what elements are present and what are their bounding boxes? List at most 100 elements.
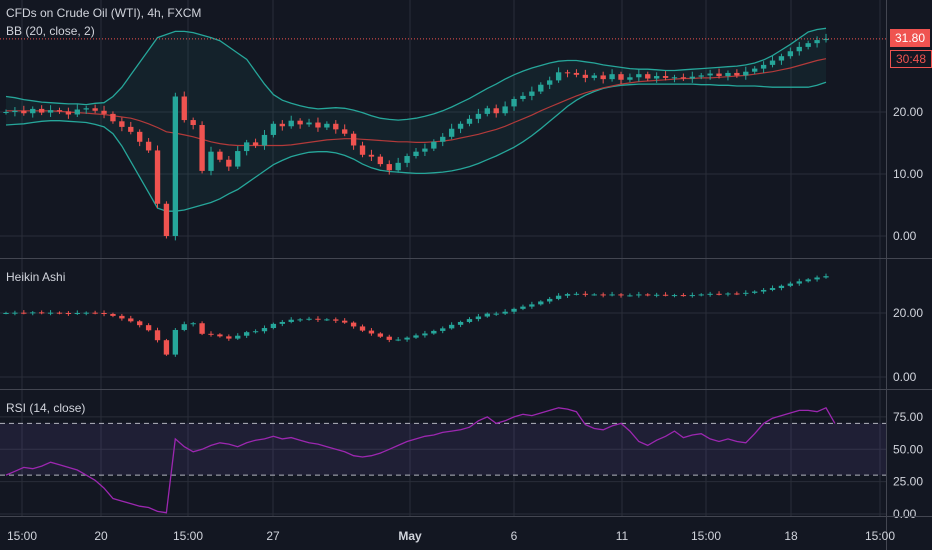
ha-candle [538, 301, 544, 305]
main-candle [172, 96, 179, 236]
ha-candle [457, 321, 464, 325]
bb-basis-line [6, 58, 827, 147]
ha-candle [208, 333, 214, 335]
ha-candle [270, 323, 277, 329]
main-candle [190, 120, 196, 126]
main-candle [698, 75, 704, 77]
ha-candle [529, 304, 535, 307]
main-candle [769, 60, 776, 65]
main-candle [3, 112, 9, 113]
main-candle [484, 108, 490, 114]
main-candle [814, 40, 820, 44]
main-candle [627, 77, 633, 80]
main-candle [662, 76, 669, 78]
main-candle [760, 64, 767, 69]
ha-candle [734, 293, 740, 295]
x-tick-label: 27 [266, 529, 280, 543]
ha-candle [475, 316, 482, 320]
ha-candle [83, 312, 89, 314]
main-candle [47, 110, 54, 113]
x-tick-label: May [398, 529, 422, 543]
main-candle [74, 109, 80, 115]
x-tick-label: 18 [784, 529, 798, 543]
rsi-label[interactable]: RSI (14, close) [6, 401, 86, 415]
ha-candle [101, 313, 107, 314]
ha-y-tick: 0.00 [893, 370, 917, 384]
main-candle [252, 142, 259, 146]
ha-candle [137, 321, 143, 326]
main-candle [119, 121, 125, 127]
ha-candle [30, 312, 36, 314]
main-candle [823, 38, 829, 41]
bb-indicator-label[interactable]: BB (20, close, 2) [6, 24, 95, 38]
ha-candle [484, 313, 490, 317]
bb-upper-line [5, 27, 827, 121]
rsi-y-tick: 75.00 [893, 410, 923, 424]
main-candle [618, 74, 624, 80]
ha-candle [38, 312, 45, 314]
main-candle [582, 74, 589, 78]
ha-candle [243, 332, 250, 336]
main-candle [12, 110, 18, 112]
ha-candle [190, 323, 196, 325]
main-candle [163, 203, 170, 236]
main-candle [306, 122, 312, 125]
ha-candle [217, 334, 223, 337]
ha-candle [448, 324, 455, 329]
x-tick-label: 15:00 [691, 529, 721, 543]
main-candle [636, 74, 642, 78]
main-candle [137, 131, 143, 142]
main-candle [743, 71, 749, 76]
main-candle [270, 123, 277, 135]
rsi-y-tick: 25.00 [893, 475, 923, 489]
ha-candle [662, 294, 669, 296]
ha-candle [172, 329, 179, 355]
rsi-y-tick: 0.00 [893, 507, 917, 521]
main-candle [502, 106, 508, 114]
ha-candle [769, 288, 776, 290]
main-y-tick: 10.00 [893, 167, 923, 181]
ha-candle [787, 283, 794, 286]
ha-candle [279, 321, 285, 324]
heikin-ashi-label[interactable]: Heikin Ashi [6, 270, 66, 284]
ha-candle [252, 331, 259, 333]
ha-candle [145, 325, 152, 331]
main-candle [342, 129, 348, 134]
main-candle [199, 125, 205, 171]
main-candle [21, 110, 27, 114]
ha-candle [65, 313, 72, 314]
main-candle [38, 108, 45, 113]
main-y-tick: 0.00 [893, 229, 917, 243]
main-candle [645, 74, 651, 79]
ha-candle [814, 277, 820, 280]
ha-candle [555, 295, 562, 299]
main-candle [101, 110, 107, 114]
ha-candle [440, 328, 446, 331]
x-tick-label: 20 [94, 529, 108, 543]
ha-candle [342, 320, 348, 323]
main-candle [466, 118, 473, 124]
ha-candle [645, 294, 651, 296]
ha-candle [154, 330, 161, 341]
x-tick-label: 6 [511, 529, 518, 543]
last-price-tag: 31.80 [890, 29, 930, 47]
x-tick-label: 15:00 [173, 529, 203, 543]
ha-candle [698, 294, 704, 296]
ha-candle [725, 293, 731, 295]
main-candle [333, 123, 339, 130]
ha-candle [760, 289, 767, 292]
main-candle [707, 73, 713, 76]
ha-candle [653, 294, 660, 296]
main-candle [92, 108, 98, 111]
ha-candle [431, 330, 437, 334]
ha-candle [368, 330, 375, 334]
main-candle [145, 141, 152, 151]
ha-candle [288, 319, 294, 322]
main-candle [448, 128, 455, 137]
ha-candle [74, 313, 80, 314]
main-candle [591, 75, 597, 78]
ha-candle [3, 313, 9, 314]
ha-candle [324, 319, 330, 321]
